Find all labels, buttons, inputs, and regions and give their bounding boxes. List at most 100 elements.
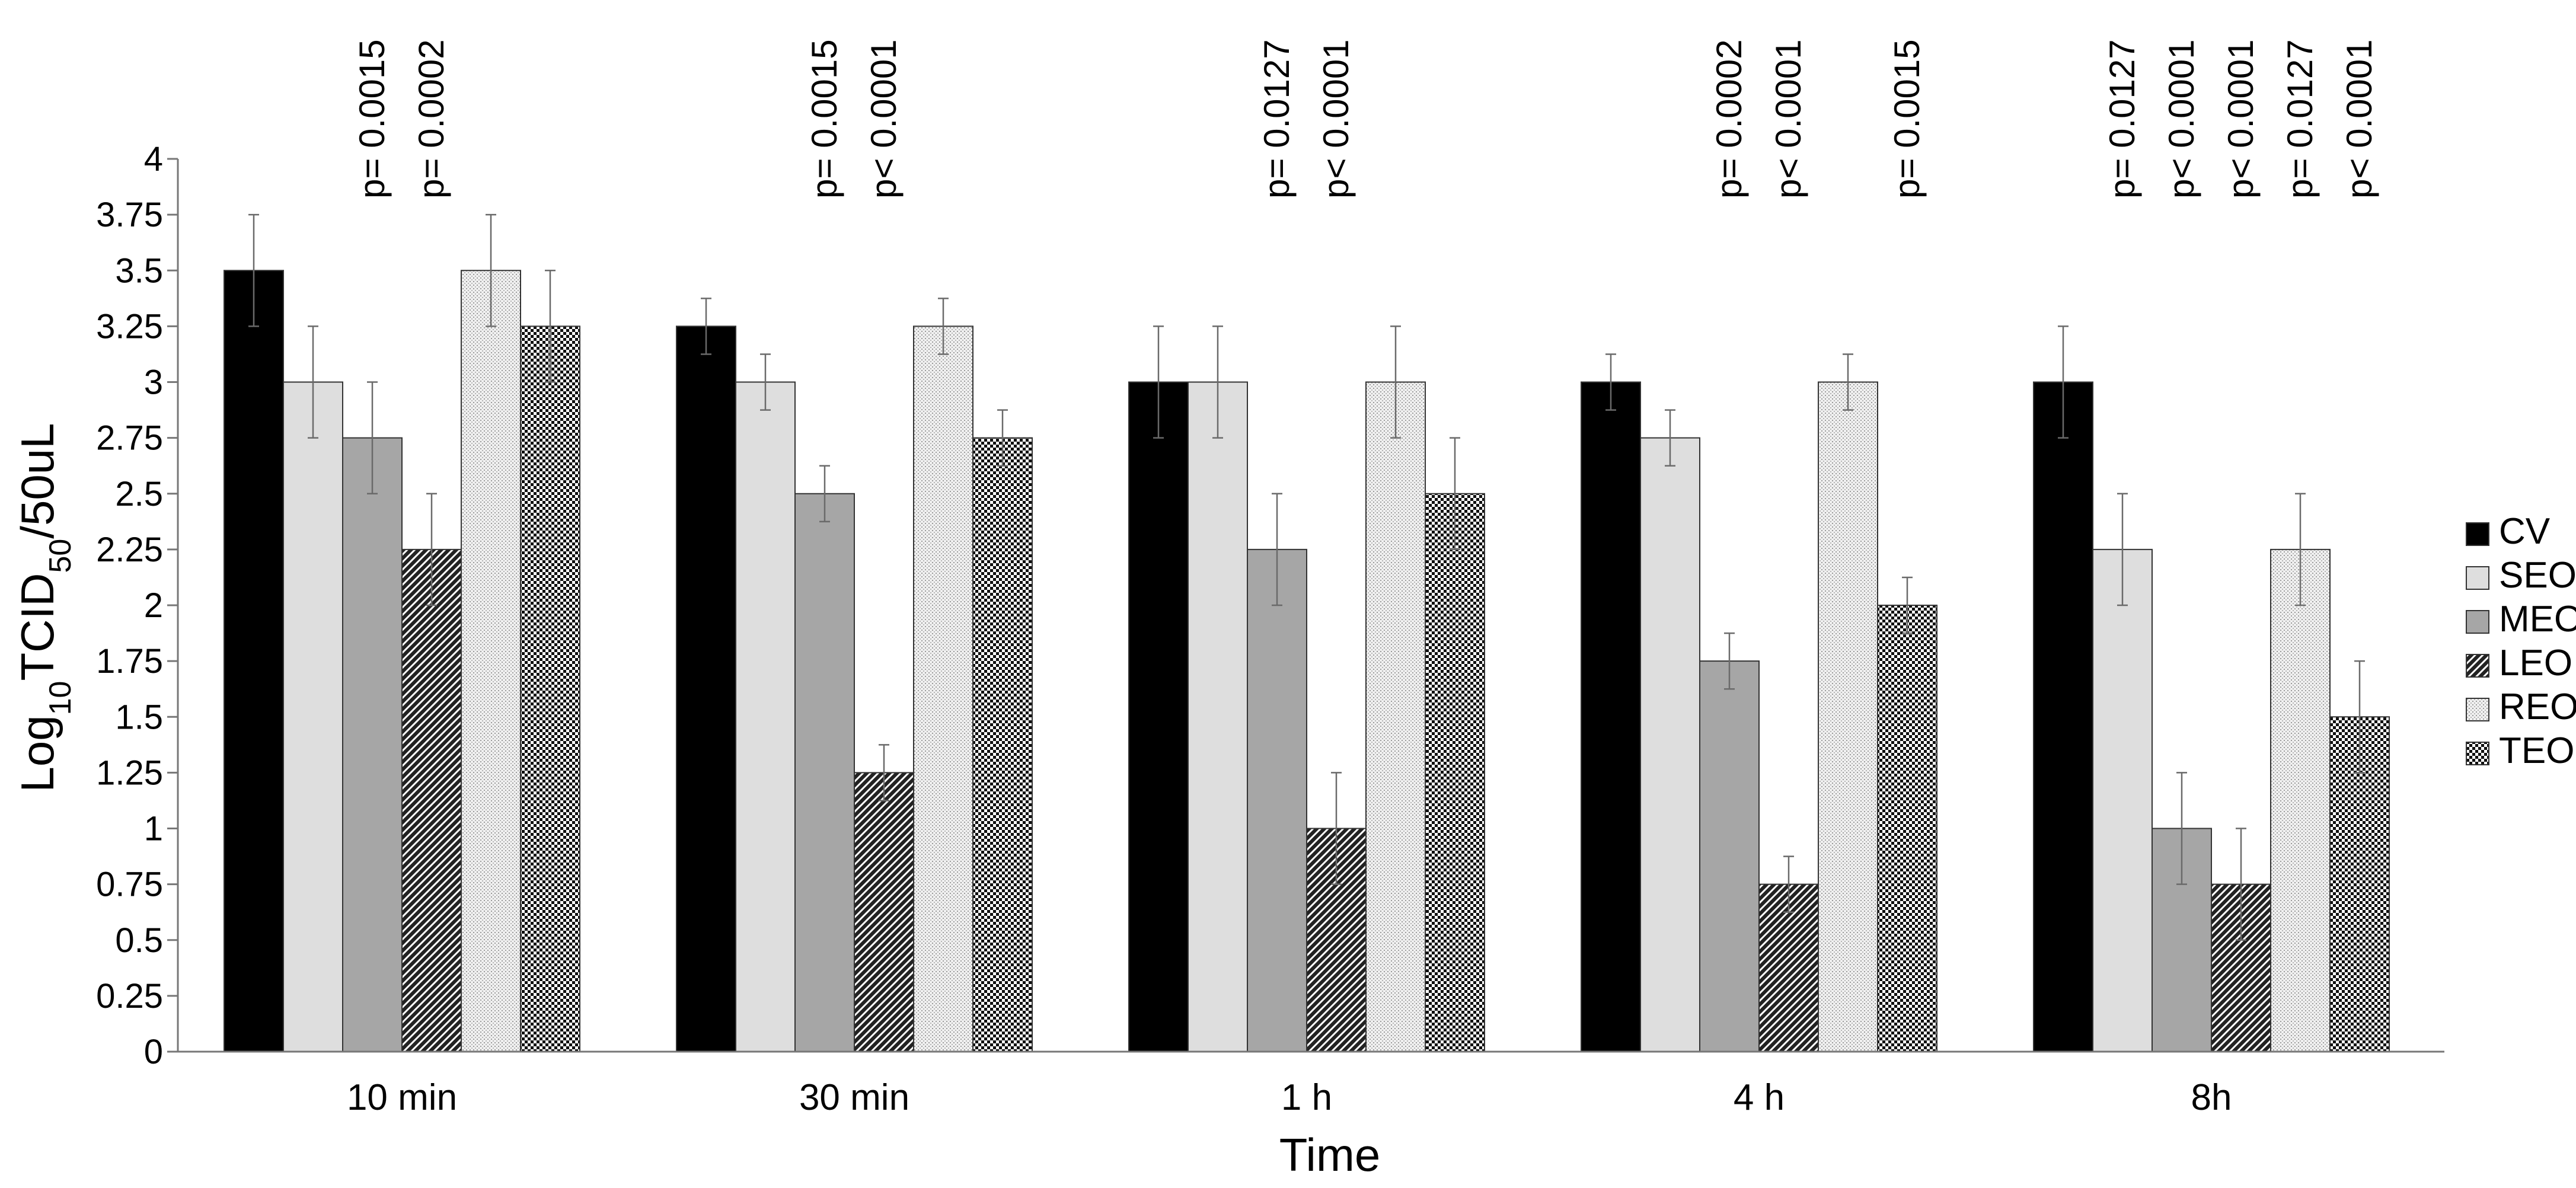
legend-label: SEO bbox=[2499, 555, 2576, 596]
legend-swatch bbox=[2466, 610, 2489, 634]
bar-cv-2 bbox=[1128, 381, 1189, 1052]
legend-item-cv: CV bbox=[2466, 511, 2551, 552]
error-bar-leo-4 bbox=[2236, 828, 2246, 941]
bar-cv-0 bbox=[224, 270, 284, 1052]
error-bar-teo-3 bbox=[1902, 576, 1913, 634]
bar-meo-2 bbox=[1247, 548, 1307, 1052]
error-bar-meo-2 bbox=[1272, 493, 1282, 606]
bar-seo-0 bbox=[283, 381, 343, 1052]
error-bar-leo-3 bbox=[1783, 855, 1794, 913]
y-tick-label: 3.5 bbox=[115, 251, 163, 290]
error-bar-meo-1 bbox=[819, 465, 830, 523]
p-value-annotation: p= 0.0015 bbox=[805, 39, 844, 199]
error-bar-leo-0 bbox=[426, 493, 437, 606]
p-value-annotation: p= 0.0127 bbox=[2102, 39, 2142, 199]
error-bars bbox=[248, 213, 2365, 941]
error-bar-meo-0 bbox=[367, 381, 378, 494]
p-value-annotation: p< 0.0001 bbox=[1316, 39, 1356, 199]
y-tick-label: 1 bbox=[144, 810, 163, 848]
legend-swatch bbox=[2466, 654, 2489, 678]
error-bar-seo-4 bbox=[2117, 493, 2128, 606]
y-tick-label: 1.5 bbox=[115, 698, 163, 736]
y-tick-label: 0 bbox=[144, 1033, 163, 1071]
error-bar-teo-4 bbox=[2354, 660, 2365, 774]
p-value-annotation: p= 0.0002 bbox=[1709, 39, 1749, 199]
error-bar-cv-0 bbox=[248, 213, 259, 327]
bar-cv-4 bbox=[2033, 381, 2093, 1052]
bar-reo-0 bbox=[461, 270, 521, 1052]
y-axis-title-sub2: 50 bbox=[43, 539, 78, 573]
p-value-annotation: p= 0.0015 bbox=[352, 39, 392, 199]
y-tick-label: 1.75 bbox=[96, 642, 163, 681]
bar-meo-1 bbox=[794, 493, 855, 1052]
error-bar-meo-3 bbox=[1724, 632, 1735, 690]
bar-reo-4 bbox=[2270, 548, 2331, 1052]
y-tick-label: 1.25 bbox=[96, 753, 163, 792]
y-tick-label: 3.25 bbox=[96, 307, 163, 346]
bar-seo-3 bbox=[1640, 437, 1700, 1052]
bar-leo-0 bbox=[401, 548, 462, 1052]
p-value-annotation: p< 0.0001 bbox=[2162, 39, 2201, 199]
y-axis-title-prefix: Log bbox=[11, 715, 63, 792]
y-axis-title-suffix: /50uL bbox=[11, 423, 63, 538]
axes bbox=[177, 159, 2444, 1053]
legend-swatch bbox=[2466, 522, 2489, 546]
y-tick-label: 2.25 bbox=[96, 531, 163, 569]
error-bar-teo-0 bbox=[545, 270, 556, 383]
x-category-label: 8h bbox=[2191, 1077, 2232, 1118]
p-value-annotation: p< 0.0001 bbox=[1769, 39, 1808, 199]
p-value-annotation: p< 0.0001 bbox=[2221, 39, 2261, 199]
p-value-annotation: p< 0.0001 bbox=[864, 39, 904, 199]
y-tick-label: 4 bbox=[144, 140, 163, 178]
error-bar-leo-2 bbox=[1331, 772, 1342, 885]
legend-swatch bbox=[2466, 566, 2489, 590]
legend-item-seo: SEO bbox=[2466, 555, 2576, 596]
legend-label: LEO bbox=[2499, 643, 2572, 684]
x-category-label: 30 min bbox=[799, 1077, 909, 1118]
y-axis-title-mid: TCID bbox=[11, 573, 63, 681]
error-bar-cv-2 bbox=[1153, 325, 1164, 439]
legend-item-leo: LEO bbox=[2466, 643, 2572, 684]
bar-cv-3 bbox=[1581, 381, 1641, 1052]
error-bar-reo-4 bbox=[2295, 493, 2306, 606]
error-bar-seo-2 bbox=[1212, 325, 1223, 439]
p-value-annotation: p< 0.0001 bbox=[2339, 39, 2379, 199]
error-bar-seo-0 bbox=[308, 325, 318, 439]
y-tick-label: 0.25 bbox=[96, 977, 163, 1015]
error-bar-cv-3 bbox=[1605, 353, 1616, 411]
y-axis-title: Log10TCID50/50uL bbox=[11, 423, 78, 792]
x-category-label: 1 h bbox=[1281, 1077, 1332, 1118]
legend-item-teo: TEO bbox=[2466, 730, 2574, 771]
error-bar-meo-4 bbox=[2176, 772, 2187, 885]
bar-seo-2 bbox=[1188, 381, 1248, 1052]
x-axis-title: Time bbox=[1279, 1129, 1380, 1181]
p-value-annotation: p= 0.0015 bbox=[1887, 39, 1927, 199]
y-axis-title-sub1: 10 bbox=[43, 681, 78, 716]
legend-label: TEO bbox=[2499, 730, 2574, 771]
bar-reo-1 bbox=[913, 325, 973, 1052]
legend-label: REO bbox=[2499, 686, 2576, 727]
error-bar-seo-3 bbox=[1665, 409, 1675, 467]
legend-item-reo: REO bbox=[2466, 686, 2576, 727]
legend-swatch bbox=[2466, 742, 2489, 765]
legend-item-meo: MEO bbox=[2466, 599, 2576, 640]
y-tick-label: 2.75 bbox=[96, 419, 163, 458]
error-bar-reo-3 bbox=[1843, 353, 1853, 411]
y-tick-label: 2 bbox=[144, 586, 163, 625]
bar-reo-2 bbox=[1365, 381, 1426, 1052]
y-tick-label: 3.75 bbox=[96, 196, 163, 234]
error-bar-reo-1 bbox=[938, 298, 949, 355]
bar-meo-0 bbox=[342, 437, 403, 1052]
y-tick-label: 0.5 bbox=[115, 921, 163, 960]
x-category-label: 4 h bbox=[1734, 1077, 1785, 1118]
x-category-label: 10 min bbox=[347, 1077, 457, 1118]
p-value-annotation: p= 0.0002 bbox=[411, 39, 451, 199]
error-bar-seo-1 bbox=[760, 353, 771, 411]
x-axis-category-labels: 10 min 30 min 1 h 4 h 8h bbox=[347, 1077, 2232, 1118]
y-axis-ticks: 0 0.25 0.5 0.75 1 1.25 1.5 1.75 2 2.25 2.5 2.75 3 3.2… bbox=[96, 140, 178, 1071]
bar-seo-1 bbox=[735, 381, 796, 1052]
error-bar-teo-2 bbox=[1450, 437, 1460, 551]
bar-teo-3 bbox=[1877, 605, 1937, 1052]
